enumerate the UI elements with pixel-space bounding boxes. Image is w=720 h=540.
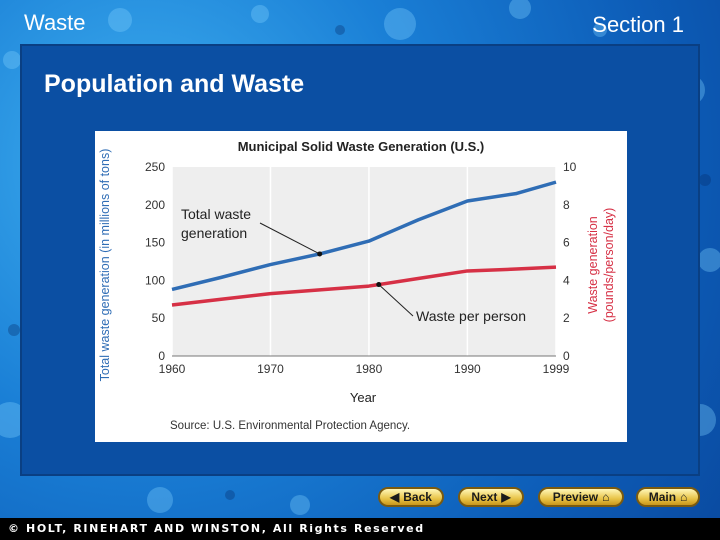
preview-button[interactable]: Preview ⌂ bbox=[538, 487, 624, 507]
preview-label: Preview bbox=[552, 490, 599, 504]
back-arrow-icon: ◀ bbox=[390, 490, 400, 504]
chart-source: Source: U.S. Environmental Protection Ag… bbox=[170, 420, 410, 432]
x-axis-label: Year bbox=[350, 390, 377, 405]
section-header: Section 1 bbox=[592, 12, 684, 37]
x-tick-label: 1960 bbox=[159, 362, 186, 376]
y2-tick-label: 0 bbox=[563, 349, 570, 363]
copyright-footer: © HOLT, RINEHART AND WINSTON, All Rights… bbox=[0, 518, 720, 540]
y-tick-label: 150 bbox=[145, 236, 165, 250]
y2-tick-label: 4 bbox=[563, 273, 570, 287]
main-home-icon: ⌂ bbox=[680, 490, 688, 504]
y2-axis-label-line2: (pounds/person/day) bbox=[602, 208, 616, 323]
x-tick-label: 1980 bbox=[356, 362, 383, 376]
chart-title: Municipal Solid Waste Generation (U.S.) bbox=[238, 139, 485, 154]
y-tick-label: 100 bbox=[145, 273, 165, 287]
back-label: Back bbox=[403, 490, 432, 504]
slide-title: Population and Waste bbox=[44, 70, 305, 98]
x-tick-label: 1970 bbox=[257, 362, 284, 376]
topic-header: Waste bbox=[24, 10, 86, 35]
annotation-point bbox=[376, 282, 382, 288]
chart-container: Municipal Solid Waste Generation (U.S.) … bbox=[95, 131, 627, 442]
main-label: Main bbox=[648, 490, 677, 504]
y2-tick-label: 2 bbox=[563, 311, 570, 325]
y2-tick-label: 8 bbox=[563, 198, 570, 212]
annotation-point bbox=[317, 251, 323, 257]
y-tick-label: 200 bbox=[145, 198, 165, 212]
next-label: Next bbox=[471, 490, 498, 504]
y2-axis-label-line1: Waste generation bbox=[586, 216, 600, 314]
next-button[interactable]: Next ▶ bbox=[458, 487, 524, 507]
next-arrow-icon: ▶ bbox=[501, 490, 511, 504]
annotation-per-person: Waste per person bbox=[416, 308, 526, 324]
annotation-total-line2: generation bbox=[181, 225, 247, 241]
y-axis-label: Total waste generation (in millions of t… bbox=[98, 149, 112, 382]
home-icon: ⌂ bbox=[602, 490, 610, 504]
y-tick-label: 50 bbox=[152, 311, 166, 325]
series-line-0 bbox=[171, 180, 557, 292]
y-tick-label: 250 bbox=[145, 160, 165, 174]
x-tick-label: 1990 bbox=[454, 362, 481, 376]
y2-tick-label: 6 bbox=[563, 236, 570, 250]
annotation-leader bbox=[259, 222, 320, 255]
x-tick-label: 1999 bbox=[543, 362, 570, 376]
y2-tick-label: 10 bbox=[563, 160, 577, 174]
annotation-leader bbox=[378, 284, 414, 317]
annotation-total-line1: Total waste bbox=[181, 206, 251, 222]
series-line-1 bbox=[171, 265, 557, 307]
waste-chart: Municipal Solid Waste Generation (U.S.) … bbox=[98, 139, 616, 432]
y-tick-label: 0 bbox=[158, 349, 165, 363]
main-button[interactable]: Main ⌂ bbox=[636, 487, 700, 507]
back-button[interactable]: ◀ Back bbox=[378, 487, 444, 507]
